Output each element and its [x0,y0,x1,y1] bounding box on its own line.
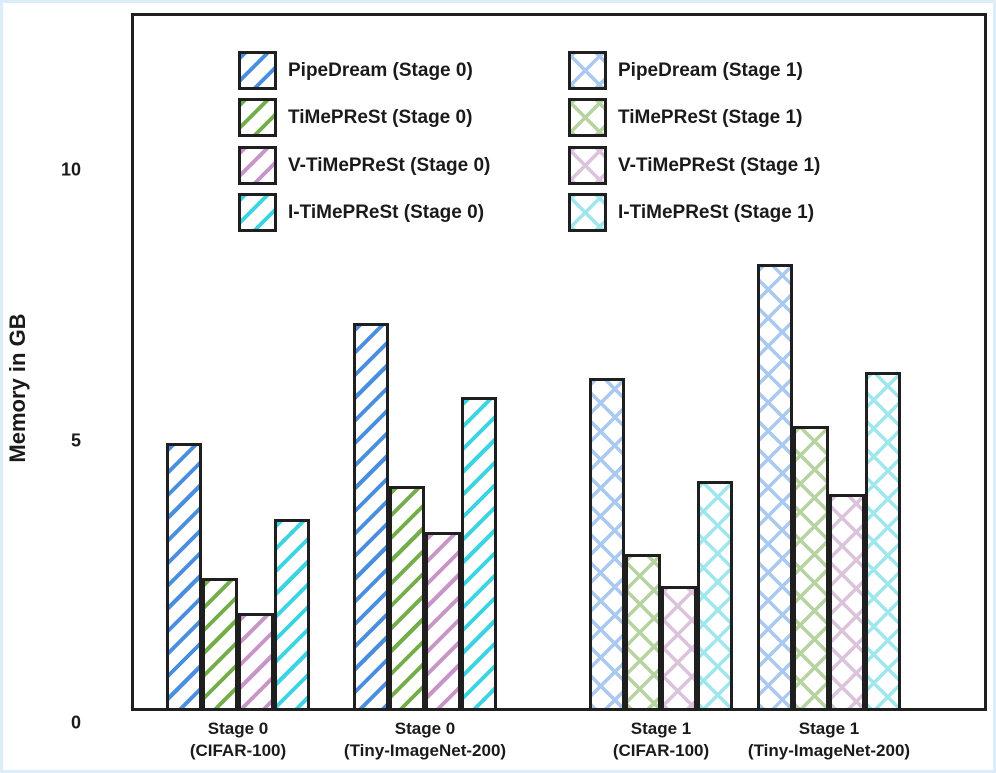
bar-pipedream-stage-0-stage-0-tiny-imagenet-200 [353,323,389,708]
legend-label-timeprest-stage-1: TiMePReSt (Stage 1) [618,106,803,128]
legend-label-timeprest-stage-0: TiMePReSt (Stage 0) [288,106,473,128]
bar-v-timeprest-stage-0-stage-0-tiny-imagenet-200 [425,532,461,708]
x-tick-label-line: (Tiny-ImageNet-200) [747,741,911,760]
x-tick-label-stage-1-cifar-100: Stage 1 (CIFAR-100) [526,718,796,762]
legend-swatch-i-timeprest-stage-0 [238,193,277,232]
legend-item-pipedream-stage-1: PipeDream (Stage 1) [568,51,803,90]
legend-item-pipedream-stage-0: PipeDream (Stage 0) [238,51,473,90]
y-axis-title: Memory in GB [5,313,30,463]
bar-timeprest-stage-1-stage-1-cifar-100 [625,554,661,708]
legend-label-v-timeprest-stage-0: V-TiMePReSt (Stage 0) [288,154,491,176]
bar-i-timeprest-stage-0-stage-0-tiny-imagenet-200 [461,397,497,708]
x-tick-label-stage-1-tiny-imagenet-200: Stage 1 (Tiny-ImageNet-200) [694,718,964,762]
legend-swatch-v-timeprest-stage-0 [238,146,277,185]
legend-swatch-pipedream-stage-0 [238,51,277,90]
x-tick-label-line: Stage 1 [630,719,692,738]
bar-pipedream-stage-1-stage-1-cifar-100 [589,378,625,708]
bar-v-timeprest-stage-1-stage-1-cifar-100 [661,586,697,708]
legend-item-v-timeprest-stage-1: V-TiMePReSt (Stage 1) [568,146,820,185]
legend-item-v-timeprest-stage-0: V-TiMePReSt (Stage 0) [238,146,490,185]
legend-item-i-timeprest-stage-1: I-TiMePReSt (Stage 1) [568,193,814,232]
x-tick-label-line: (Tiny-ImageNet-200) [343,741,507,760]
y-tick-label-5: 5 [70,430,81,451]
bar-i-timeprest-stage-1-stage-1-tiny-imagenet-200 [865,372,901,708]
bar-pipedream-stage-1-stage-1-tiny-imagenet-200 [757,264,793,708]
bar-i-timeprest-stage-1-stage-1-cifar-100 [697,481,733,708]
x-tick-label-stage-0-cifar-100: Stage 0 (CIFAR-100) [103,718,373,762]
legend-swatch-i-timeprest-stage-1 [568,193,607,232]
x-tick-label-line: Stage 1 [798,719,860,738]
legend-swatch-timeprest-stage-1 [568,98,607,137]
x-tick-label-line: Stage 0 [207,719,269,738]
legend-item-timeprest-stage-1: TiMePReSt (Stage 1) [568,98,802,137]
legend-swatch-timeprest-stage-0 [238,98,277,137]
legend-item-timeprest-stage-0: TiMePReSt (Stage 0) [238,98,472,137]
bar-i-timeprest-stage-0-stage-0-cifar-100 [274,519,310,708]
x-tick-label-line: Stage 0 [394,719,456,738]
legend-label-i-timeprest-stage-1: I-TiMePReSt (Stage 1) [618,201,815,223]
y-tick-label-10: 10 [60,159,81,180]
legend-label-i-timeprest-stage-0: I-TiMePReSt (Stage 0) [288,201,485,223]
bar-v-timeprest-stage-0-stage-0-cifar-100 [238,613,274,708]
legend-label-pipedream-stage-1: PipeDream (Stage 1) [618,59,803,81]
legend-label-v-timeprest-stage-1: V-TiMePReSt (Stage 1) [618,154,821,176]
bar-pipedream-stage-0-stage-0-cifar-100 [166,443,202,708]
x-tick-label-line: (CIFAR-100) [189,741,287,760]
legend-swatch-pipedream-stage-1 [568,51,607,90]
x-tick-label-stage-0-tiny-imagenet-200: Stage 0 (Tiny-ImageNet-200) [290,718,560,762]
bar-v-timeprest-stage-1-stage-1-tiny-imagenet-200 [829,494,865,708]
bar-timeprest-stage-0-stage-0-tiny-imagenet-200 [389,486,425,708]
bar-timeprest-stage-1-stage-1-tiny-imagenet-200 [793,426,829,708]
legend-item-i-timeprest-stage-0: I-TiMePReSt (Stage 0) [238,193,484,232]
legend-swatch-v-timeprest-stage-1 [568,146,607,185]
y-tick-label-0: 0 [70,712,81,733]
x-tick-label-line: (CIFAR-100) [612,741,710,760]
bar-timeprest-stage-0-stage-0-cifar-100 [202,578,238,708]
legend-label-pipedream-stage-0: PipeDream (Stage 0) [288,59,473,81]
